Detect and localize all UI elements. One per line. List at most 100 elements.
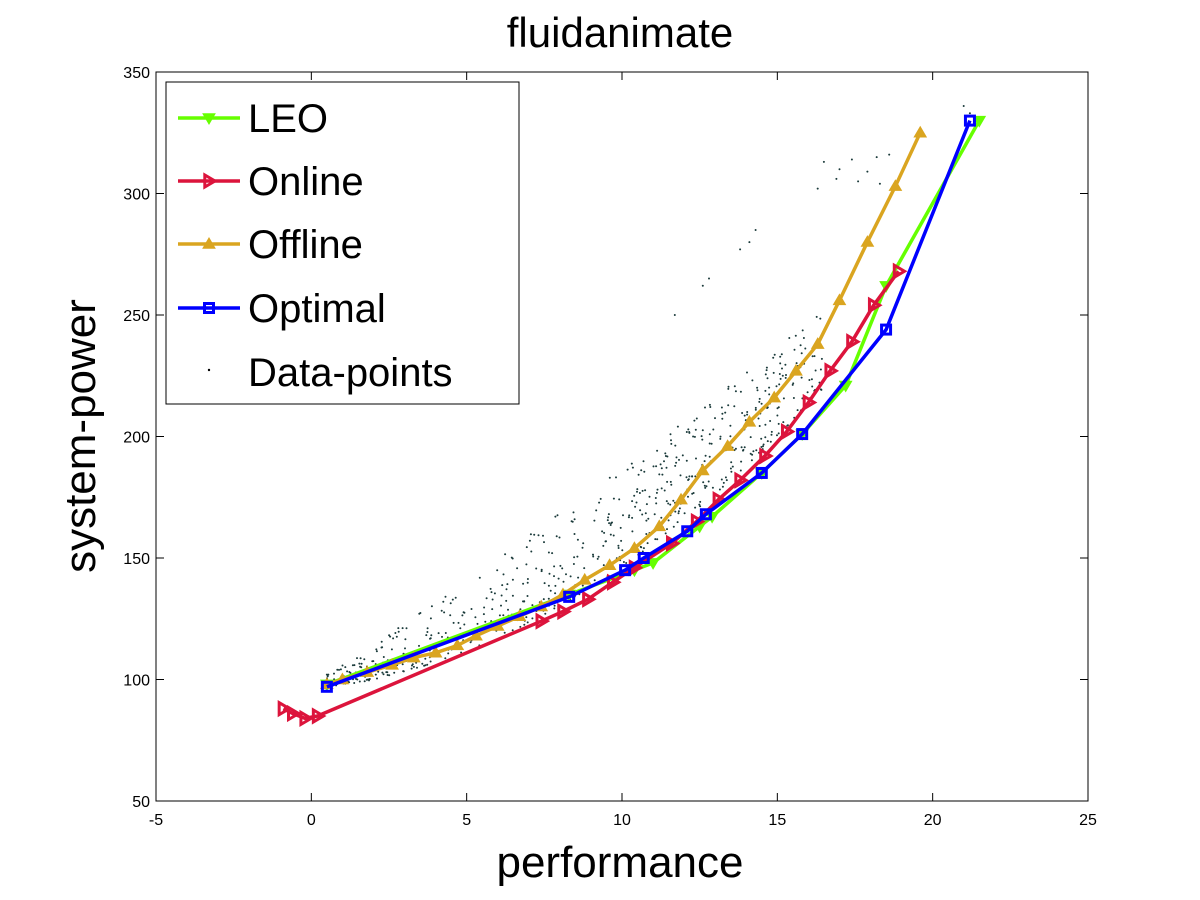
data-point: [556, 514, 559, 517]
data-point: [770, 433, 773, 436]
data-point: [703, 484, 706, 487]
data-point: [718, 488, 721, 491]
data-point: [533, 533, 536, 536]
data-point: [577, 576, 580, 579]
data-point: [375, 648, 378, 651]
x-tick-label: 10: [613, 812, 631, 829]
data-point: [618, 498, 621, 501]
data-point: [377, 670, 380, 673]
data-point: [374, 673, 377, 676]
data-point: [631, 516, 634, 519]
data-point: [401, 663, 404, 666]
data-point: [412, 665, 415, 668]
data-point: [655, 502, 658, 505]
legend-label: LEO: [248, 97, 328, 141]
data-point: [358, 680, 361, 683]
data-point: [429, 637, 431, 640]
data-point: [631, 466, 634, 469]
marker-online: [734, 471, 750, 489]
data-point: [800, 352, 803, 355]
data-point: [461, 614, 464, 617]
data-point: [674, 444, 677, 447]
data-point: [751, 453, 754, 456]
data-point: [426, 663, 429, 666]
data-point: [695, 457, 697, 460]
data-point: [875, 156, 878, 159]
data-point: [705, 485, 708, 488]
data-point: [333, 672, 335, 675]
data-point: [667, 502, 670, 505]
data-point: [796, 409, 799, 412]
marker-optimal: [563, 590, 576, 603]
data-point: [757, 417, 760, 420]
legend-item-optimal: Optimal: [178, 287, 386, 331]
data-point: [866, 170, 869, 173]
data-point: [555, 535, 558, 538]
y-tick-label: 300: [123, 187, 150, 204]
data-point: [760, 446, 763, 448]
marker-online: [606, 573, 622, 591]
data-point: [607, 513, 610, 516]
marker-online: [299, 709, 315, 728]
data-point: [356, 657, 358, 660]
data-point: [367, 678, 370, 681]
data-point: [710, 442, 713, 445]
data-point: [645, 503, 648, 506]
data-point: [336, 668, 339, 671]
data-point: [529, 533, 532, 536]
legend-label: Offline: [248, 223, 363, 267]
data-point: [612, 534, 615, 537]
data-point: [631, 500, 634, 503]
data-point: [596, 557, 599, 560]
data-point: [327, 673, 330, 676]
data-point: [792, 397, 795, 399]
legend-item-data-points: Data-points: [207, 351, 453, 395]
data-point: [592, 555, 595, 558]
data-point: [519, 625, 522, 628]
y-tick-label: 200: [123, 430, 150, 447]
marker-online: [802, 393, 818, 412]
data-point: [675, 461, 678, 464]
marker-offline: [577, 572, 592, 585]
data-point: [353, 682, 356, 684]
data-point: [729, 424, 732, 427]
data-point: [708, 277, 710, 280]
data-point: [573, 518, 576, 521]
data-point: [447, 652, 450, 655]
data-point: [325, 673, 328, 676]
data-point: [801, 329, 804, 332]
data-point: [659, 463, 662, 466]
data-point: [688, 475, 691, 478]
data-point: [962, 105, 965, 107]
data-point: [663, 489, 666, 492]
data-point: [775, 385, 778, 388]
data-point: [605, 540, 607, 543]
marker-optimal: [699, 508, 712, 521]
data-point: [730, 470, 733, 473]
data-point: [645, 519, 648, 522]
data-point: [820, 357, 823, 360]
data-point: [573, 533, 576, 535]
marker-leo: [972, 115, 987, 128]
data-point: [750, 459, 753, 462]
data-point: [742, 448, 745, 451]
data-point: [637, 473, 640, 476]
marker-optimal: [681, 525, 694, 538]
data-point: [558, 536, 561, 539]
data-point: [601, 530, 604, 533]
data-point: [701, 438, 704, 441]
data-point: [451, 598, 454, 601]
data-point: [804, 347, 807, 350]
data-point: [660, 516, 663, 519]
marker-leo: [646, 558, 660, 570]
data-point: [776, 414, 779, 417]
data-point: [385, 671, 388, 674]
data-point: [708, 455, 711, 458]
data-point: [782, 397, 785, 400]
data-point: [572, 511, 575, 514]
data-point: [779, 377, 782, 380]
data-point: [454, 596, 457, 599]
data-point: [786, 424, 789, 427]
data-point: [444, 595, 447, 598]
data-point: [655, 465, 658, 468]
